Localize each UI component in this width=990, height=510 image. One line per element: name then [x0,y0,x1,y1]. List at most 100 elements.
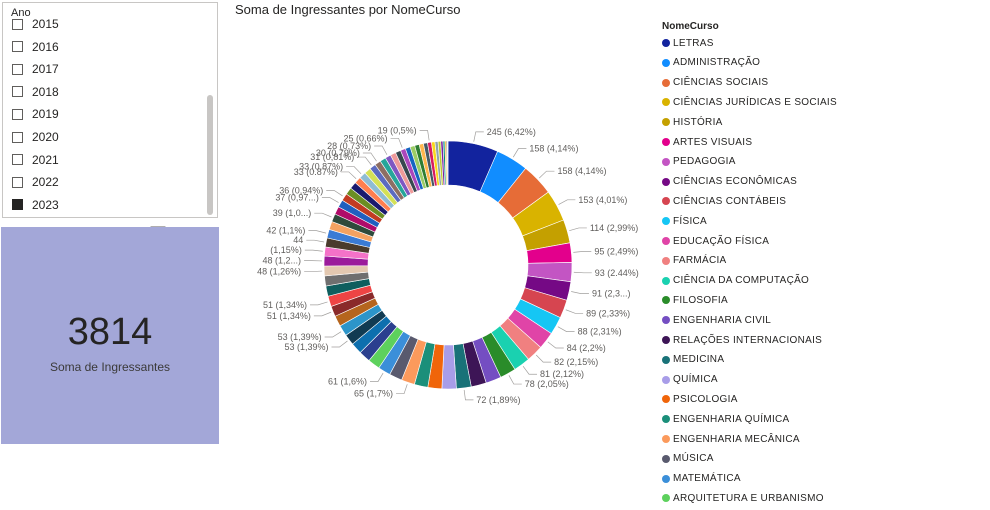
legend-item[interactable]: ADMINISTRAÇÃO [662,56,760,70]
legend-label: ADMINISTRAÇÃO [673,57,761,69]
legend-marker [662,138,670,146]
legend-item[interactable]: MEDICINA [662,353,724,367]
leader-line [473,131,484,142]
data-label: 91 (2,3...) [592,289,631,299]
legend-marker [662,157,670,166]
leader-line [573,251,592,253]
legend-marker [662,98,670,107]
legend-item[interactable]: PSICOLOGIA [662,392,738,406]
leader-line [522,365,538,375]
checkbox[interactable] [12,199,23,211]
data-label: 31 (0,81%) [310,152,354,162]
legend-item[interactable]: RELAÇÕES INTERNACIONAIS [662,333,822,347]
legend-item[interactable]: LETRAS [662,36,714,50]
slicer-item-label: 2019 [32,107,59,122]
kpi-label: Soma de Ingressantes [49,360,171,374]
slicer-item-label: 2020 [32,130,59,144]
leader-line [357,156,372,166]
legend-label: FÍSICA [673,215,708,227]
legend-marker [662,118,670,127]
slicer-item-2020[interactable]: 2020 [12,127,59,147]
slicer-item-2018[interactable]: 2018 [12,82,59,102]
leader-line [569,227,587,232]
legend-marker [662,256,670,265]
slicer-item-2017[interactable]: 2017 [12,59,59,79]
slicer-item-2022[interactable]: 2022 [12,172,59,192]
leader-line [374,145,388,155]
legend-item[interactable]: CIÊNCIAS SOCIAIS [662,76,768,90]
legend-label: ENGENHARIA QUÍMICA [673,413,790,425]
leader-line [557,326,575,332]
legend-marker [662,217,670,226]
donut-slice[interactable] [447,140,449,186]
legend-item[interactable]: CIÊNCIAS JURÍDICAS E SOCIAIS [662,95,837,109]
legend-label: ARTES VISUAIS [673,136,753,148]
slicer-item-label: 2015 [32,17,59,31]
data-label: 51 (1,34%) [263,300,307,310]
legend-marker [662,355,670,364]
legend-item[interactable]: QUÍMICA [662,373,718,387]
slicer-item-2023[interactable]: 2023 [12,195,59,215]
slicer-item-2019[interactable]: 2019 [12,104,59,124]
legend-label: CIÊNCIA DA COMPUTAÇÃO [673,275,810,287]
legend-marker [662,336,670,344]
checkbox[interactable] [12,41,23,53]
data-label: 89 (2,33%) [586,308,630,318]
slicer-item-2016[interactable]: 2016 [12,37,59,57]
data-label: 153 (4,01%) [578,195,627,205]
legend-item[interactable]: ARQUITETURA E URBANISMO [662,491,824,505]
legend-item[interactable]: CIÊNCIA DA COMPUTAÇÃO [662,274,809,288]
checkbox[interactable] [12,176,23,188]
legend-item[interactable]: ENGENHARIA QUÍMICA [662,412,790,426]
slicer-item-2021[interactable]: 2021 [12,150,59,170]
data-label: 33 (0.87%) [294,167,338,177]
legend-marker [662,197,670,206]
data-label: 84 (2,2%) [567,343,606,353]
legend-item[interactable]: MATEMÁTICA [662,472,741,486]
checkbox[interactable] [12,63,23,75]
legend-item[interactable]: PEDAGOGIA [662,155,736,169]
data-label: 114 (2,99%) [590,223,638,233]
slicer-scrollbar[interactable] [207,95,213,215]
legend-item[interactable]: CIÊNCIAS ECONÔMICAS [662,175,797,189]
leader-line [463,389,474,401]
legend-item[interactable]: EDUCAÇÃO FÍSICA [662,234,769,248]
data-label: 44 [293,235,303,245]
legend-marker [662,435,670,443]
legend-marker [662,177,670,186]
checkbox[interactable] [12,18,23,30]
legend-label: MÚSICA [673,453,714,465]
checkbox[interactable] [12,154,23,166]
legend-label: CIÊNCIAS JURÍDICAS E SOCIAIS [673,96,837,108]
legend-item[interactable]: MÚSICA [662,452,714,466]
legend-item[interactable]: ENGENHARIA CIVIL [662,313,771,327]
data-label: 48 (1,26%) [257,267,301,277]
data-label: 53 (1,39%) [284,342,328,352]
legend-item[interactable]: ARTES VISUAIS [662,135,752,149]
kpi-value: 3814 [67,311,153,353]
slicer-item-label: 2017 [32,62,59,77]
leader-line [331,340,348,348]
data-label: 51 (1,34%) [267,311,311,321]
legend-label: FILOSOFIA [673,294,728,306]
legend-item[interactable]: CIÊNCIAS CONTÁBEIS [662,194,786,208]
legend-label: ENGENHARIA CIVIL [673,314,772,326]
legend-label: CIÊNCIAS CONTÁBEIS [673,195,787,207]
legend-item[interactable]: FILOSOFIA [662,293,728,307]
checkbox[interactable] [12,86,23,98]
legend-item[interactable]: FÍSICA [662,214,707,228]
legend-label: LETRAS [673,37,714,49]
slicer-item-2015[interactable]: 2015 [12,14,59,34]
checkbox[interactable] [12,108,23,120]
legend-item[interactable]: HISTÓRIA [662,115,723,129]
legend-label: EDUCAÇÃO FÍSICA [673,235,770,247]
kpi-card[interactable]: 3814 Soma de Ingressantes [1,227,219,444]
legend-item[interactable]: FARMÁCIA [662,254,727,268]
leader-line [571,291,589,294]
legend-item[interactable]: ENGENHARIA MECÂNICA [662,432,800,446]
leader-line [396,384,408,395]
leader-line [535,354,552,363]
legend-marker [662,78,670,87]
legend-label: MATEMÁTICA [673,473,741,485]
checkbox[interactable] [12,131,23,143]
